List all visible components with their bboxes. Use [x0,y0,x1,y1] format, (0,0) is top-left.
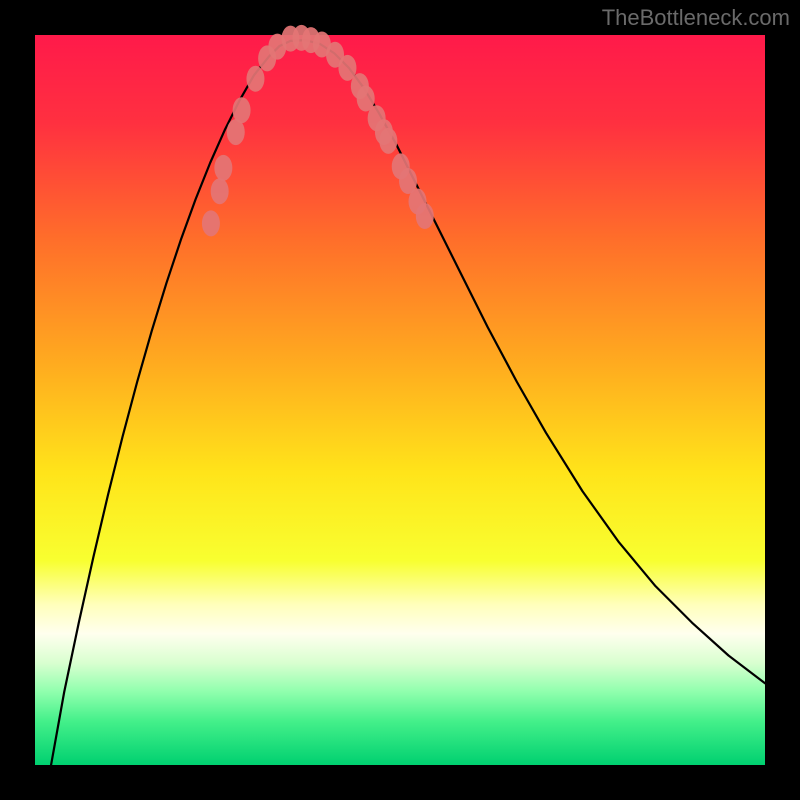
data-marker [379,128,397,154]
chart-container: TheBottleneck.com [0,0,800,800]
bottleneck-curve-chart: TheBottleneck.com [0,0,800,800]
data-marker [246,66,264,92]
data-marker [233,97,251,123]
watermark-text: TheBottleneck.com [602,5,790,30]
data-marker [202,210,220,236]
data-marker [211,178,229,204]
data-marker [214,155,232,181]
plot-gradient-background [35,35,765,765]
data-marker [416,203,434,229]
